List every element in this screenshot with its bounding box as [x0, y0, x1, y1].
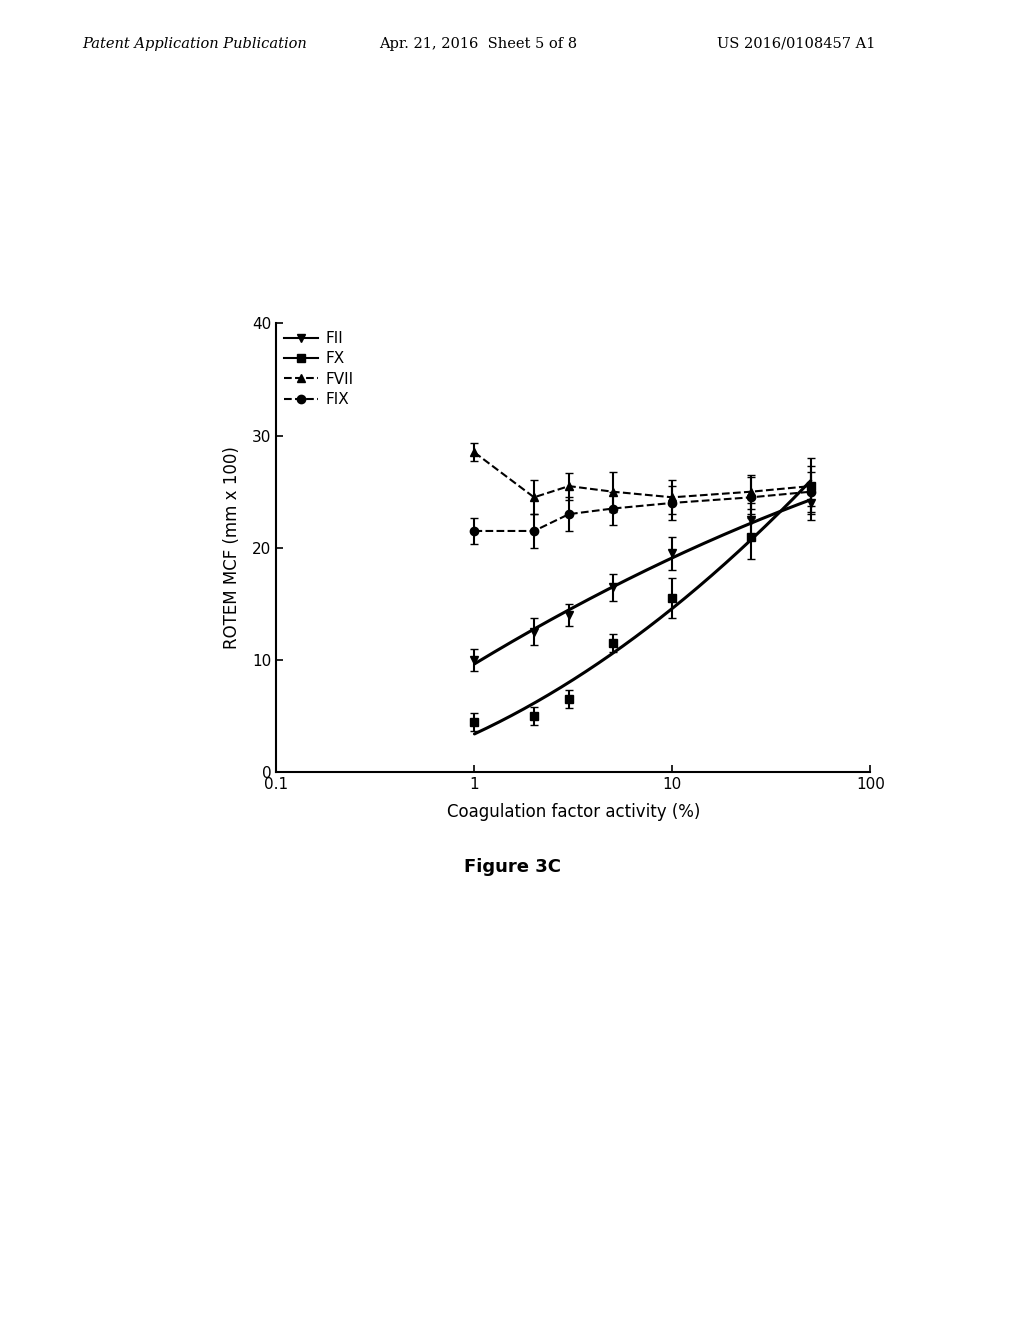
Y-axis label: ROTEM MCF (mm x 100): ROTEM MCF (mm x 100) [223, 446, 241, 649]
Text: Apr. 21, 2016  Sheet 5 of 8: Apr. 21, 2016 Sheet 5 of 8 [379, 37, 577, 50]
Text: Patent Application Publication: Patent Application Publication [82, 37, 306, 50]
X-axis label: Coagulation factor activity (%): Coagulation factor activity (%) [446, 803, 700, 821]
Text: Figure 3C: Figure 3C [464, 858, 560, 876]
Legend: FII, FX, FVII, FIX: FII, FX, FVII, FIX [284, 331, 353, 407]
Text: US 2016/0108457 A1: US 2016/0108457 A1 [717, 37, 876, 50]
